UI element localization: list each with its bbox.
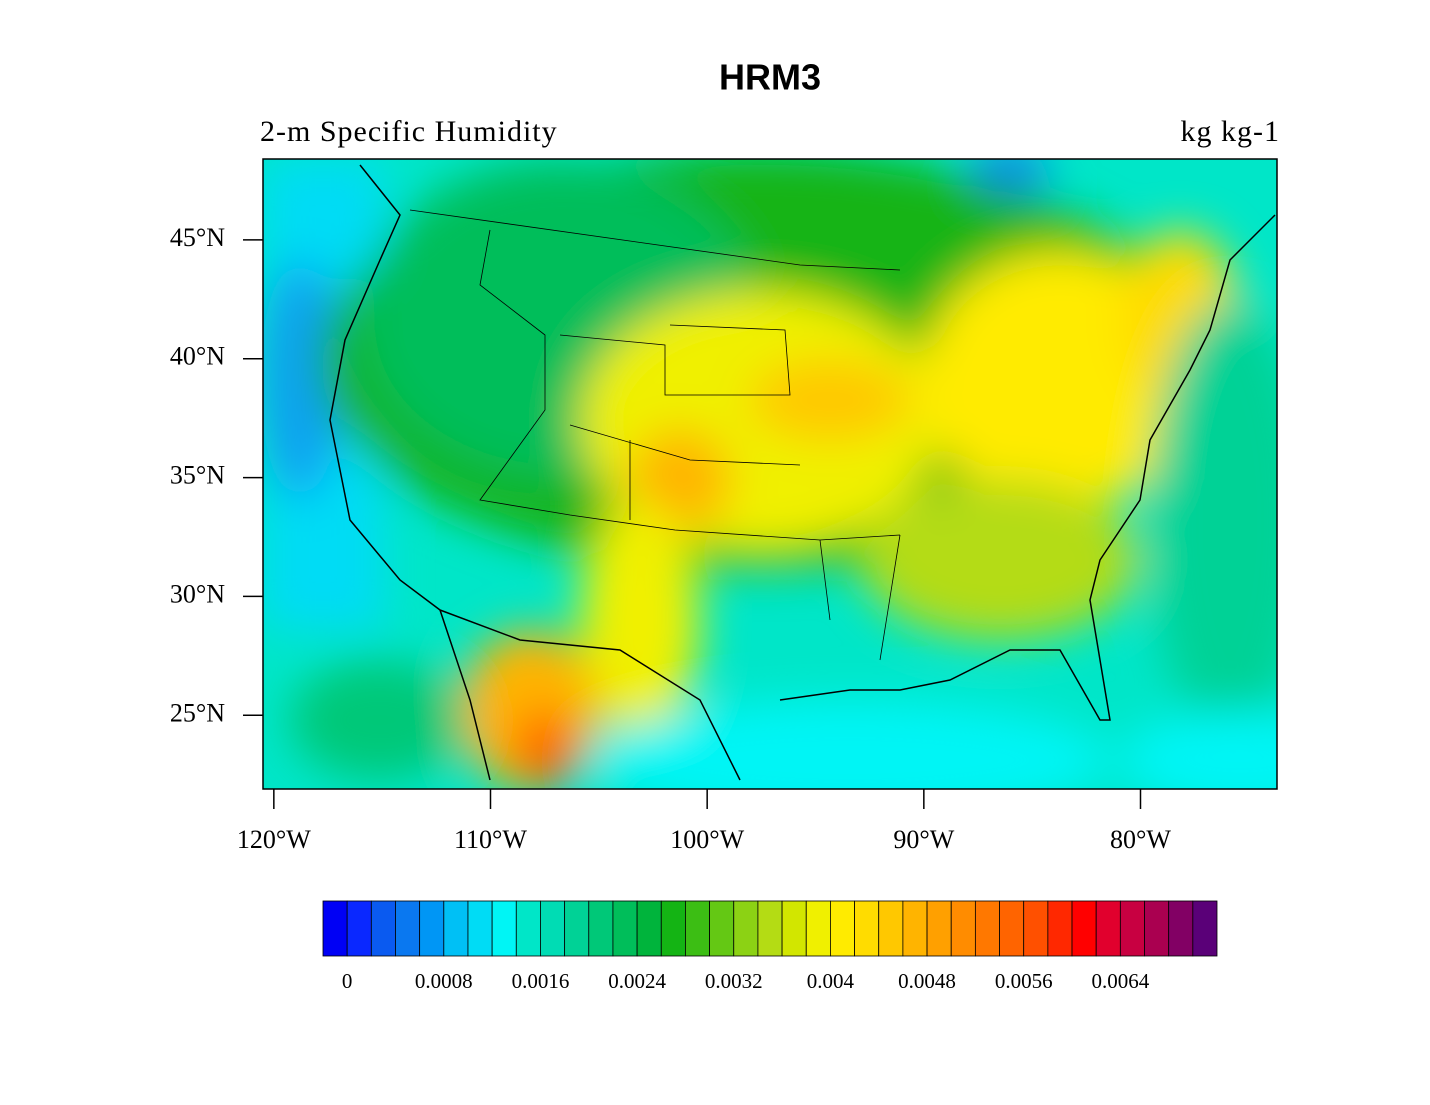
colorbar-label: 0.0048 — [898, 969, 956, 993]
colorbar-box — [322, 900, 348, 957]
x-tick-label: 110°W — [454, 825, 527, 854]
colorbar-box — [467, 900, 493, 957]
colorbar-box — [1047, 900, 1073, 957]
y-tick-label: 25°N — [170, 698, 225, 727]
colorbar-box — [612, 900, 638, 957]
colorbar-label: 0.004 — [807, 969, 855, 993]
colorbar-box — [564, 900, 590, 957]
colorbar-label: 0.0064 — [1091, 969, 1149, 993]
colorbar-box — [709, 900, 735, 957]
colorbar-box — [660, 900, 686, 957]
x-tick-label: 80°W — [1110, 825, 1171, 854]
colorbar-box — [395, 900, 421, 957]
y-tick-label: 30°N — [170, 579, 225, 608]
colorbar-box — [685, 900, 710, 957]
colorbar-box — [1071, 900, 1097, 957]
colorbar-box — [370, 900, 396, 957]
colorbar-box — [515, 900, 541, 957]
y-tick-label: 45°N — [170, 223, 225, 252]
left-string: 2-m Specific Humidity — [260, 115, 558, 148]
colorbar-label: 0 — [342, 969, 353, 993]
colorbar-label: 0.0016 — [512, 969, 570, 993]
colorbar-box — [950, 900, 976, 957]
colorbar-box — [443, 900, 469, 957]
y-tick-label: 40°N — [170, 342, 225, 371]
colorbar-box — [1168, 900, 1194, 957]
colorbar-box — [830, 900, 855, 957]
right-string: kg kg-1 — [1181, 115, 1281, 148]
colorbar-box — [636, 900, 662, 957]
x-tick-label: 90°W — [893, 825, 954, 854]
colorbar-box — [878, 900, 904, 957]
colorbar-box — [902, 900, 928, 957]
colorbar-box — [999, 900, 1025, 957]
title: HRM3 — [719, 57, 821, 98]
colorbar-label: 0.0056 — [995, 969, 1053, 993]
colorbar-box — [540, 900, 566, 957]
colorbar-label: 0.0032 — [705, 969, 763, 993]
colorbar-box — [757, 900, 783, 957]
map-field — [263, 159, 1277, 789]
x-tick-label: 120°W — [237, 825, 311, 854]
colorbar-box — [781, 900, 807, 957]
colorbar-box — [733, 900, 759, 957]
colorbar-box — [1023, 900, 1049, 957]
colorbar-label: 0.0008 — [415, 969, 473, 993]
x-tick-label: 100°W — [670, 825, 744, 854]
colorbar-box — [346, 900, 372, 957]
colorbar-box — [1095, 900, 1121, 957]
colorbar-box — [419, 900, 445, 957]
colorbar-box — [974, 900, 1000, 957]
colorbar-box — [805, 900, 831, 957]
colorbar-box — [588, 900, 614, 957]
colorbar-box — [491, 900, 517, 957]
colorbar-box — [1144, 900, 1170, 957]
colorbar-box — [1119, 900, 1145, 957]
y-tick-label: 35°N — [170, 461, 225, 490]
map-frame — [262, 158, 1278, 790]
colorbar-label: 0.0024 — [608, 969, 666, 993]
colorbar-box — [926, 900, 952, 957]
colorbar-box — [1192, 900, 1218, 957]
colorbar-box — [854, 900, 880, 957]
